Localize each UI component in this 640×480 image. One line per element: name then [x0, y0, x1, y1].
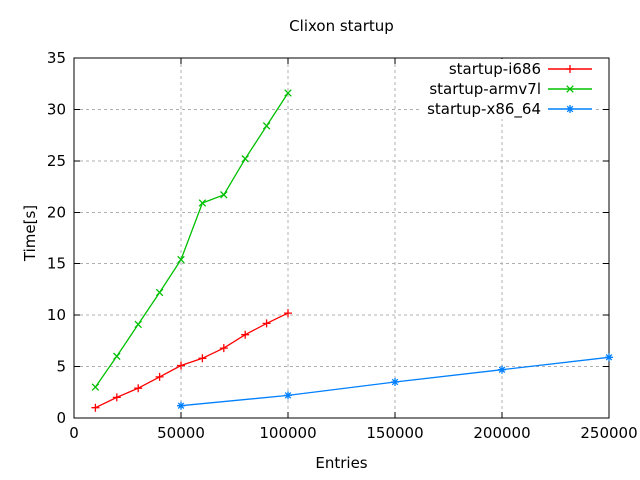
data-point-marker — [284, 309, 292, 318]
data-point-marker — [284, 89, 292, 97]
x-tick-label: 0 — [69, 424, 79, 442]
y-tick-label: 0 — [56, 409, 66, 427]
plot-border — [73, 57, 610, 419]
data-point-marker — [113, 352, 121, 361]
legend-item-startup-x86_64: startup-x86_64 — [427, 99, 593, 119]
data-point-marker — [198, 199, 207, 207]
y-tick-label: 10 — [47, 306, 66, 324]
data-point-marker — [284, 391, 292, 400]
y-tick-label: 15 — [47, 255, 66, 273]
data-point-marker — [566, 85, 574, 93]
data-point-marker — [241, 330, 250, 339]
data-point-marker — [262, 319, 271, 328]
legend-item-startup-armv7l: startup-armv7l — [427, 79, 593, 99]
y-tick-label: 30 — [47, 100, 66, 118]
data-point-marker — [219, 344, 228, 353]
data-point-marker — [155, 288, 164, 297]
data-point-marker — [91, 403, 100, 412]
legend: startup-i686 startup-armv7l startup-x86_64 — [421, 59, 593, 119]
legend-label: startup-x86_64 — [427, 100, 541, 118]
data-point-marker — [220, 191, 228, 199]
data-point-marker — [391, 378, 399, 386]
x-tick-label: 200000 — [473, 424, 530, 442]
y-tick-label: 20 — [47, 203, 66, 221]
data-point-marker — [155, 372, 164, 381]
data-point-marker — [262, 122, 271, 130]
chart-title: Clixon startup — [289, 17, 394, 35]
data-point-marker — [91, 383, 100, 391]
x-tick-label: 100000 — [259, 424, 316, 442]
data-point-marker — [177, 361, 185, 370]
x-tick-label: 150000 — [366, 424, 423, 442]
data-point-marker — [134, 384, 143, 393]
legend-label: startup-i686 — [448, 60, 541, 78]
y-tick-label: 5 — [56, 358, 66, 376]
data-point-marker — [134, 320, 142, 329]
data-point-marker — [177, 255, 185, 264]
x-tick-label: 250000 — [580, 424, 637, 442]
data-point-marker — [566, 105, 574, 113]
y-tick-label: 35 — [47, 49, 66, 67]
data-point-marker — [177, 401, 185, 410]
x-axis-label: Entries — [315, 454, 368, 472]
series-line-startup-armv7l — [94, 92, 289, 388]
legend-item-startup-i686: startup-i686 — [427, 59, 593, 79]
data-point-marker — [605, 353, 613, 362]
y-tick-label: 25 — [47, 152, 66, 170]
legend-sample-line — [548, 105, 592, 113]
data-point-marker — [198, 354, 207, 363]
x-tick-label: 50000 — [157, 424, 205, 442]
data-point-marker — [112, 393, 121, 402]
data-point-marker — [498, 365, 506, 374]
legend-sample-line — [548, 85, 592, 93]
data-point-marker — [241, 155, 249, 163]
legend-label: startup-armv7l — [429, 80, 541, 98]
legend-sample-line — [548, 65, 592, 73]
data-point-marker — [566, 65, 574, 73]
series-line-startup-i686 — [95, 312, 289, 409]
